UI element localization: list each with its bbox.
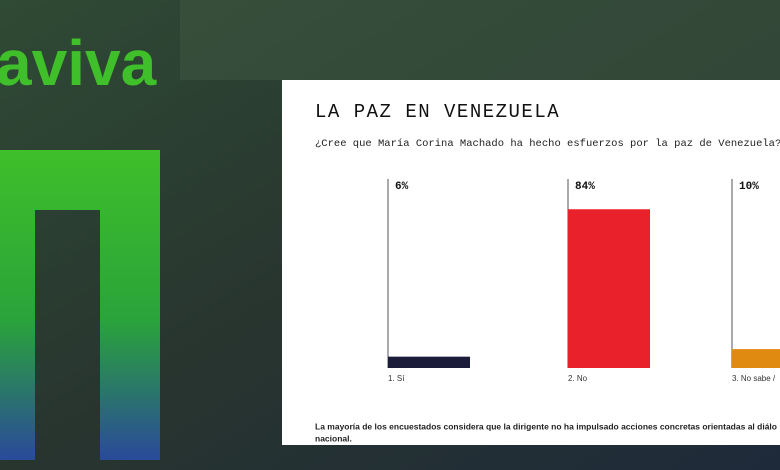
value-label: 10%	[739, 181, 759, 193]
chart-card	[282, 80, 780, 445]
bar	[388, 356, 470, 368]
chart-note: La mayoría de los encuestados considera …	[315, 421, 777, 431]
bar	[568, 209, 650, 368]
chart-note: nacional.	[315, 433, 352, 443]
photo-area	[180, 0, 780, 80]
chart-subtitle: ¿Cree que María Corina Machado ha hecho …	[315, 138, 780, 150]
value-label: 84%	[575, 181, 595, 193]
chart-title: LA PAZ EN VENEZUELA	[315, 101, 560, 123]
x-tick-label: 2. No	[568, 374, 588, 383]
logo-text: aviva	[0, 27, 157, 99]
bar	[732, 349, 780, 368]
x-tick-label: 3. No sabe /	[732, 374, 776, 383]
value-label: 6%	[395, 181, 409, 193]
logo-shape	[0, 150, 160, 460]
x-tick-label: 1. Sí	[388, 374, 405, 383]
